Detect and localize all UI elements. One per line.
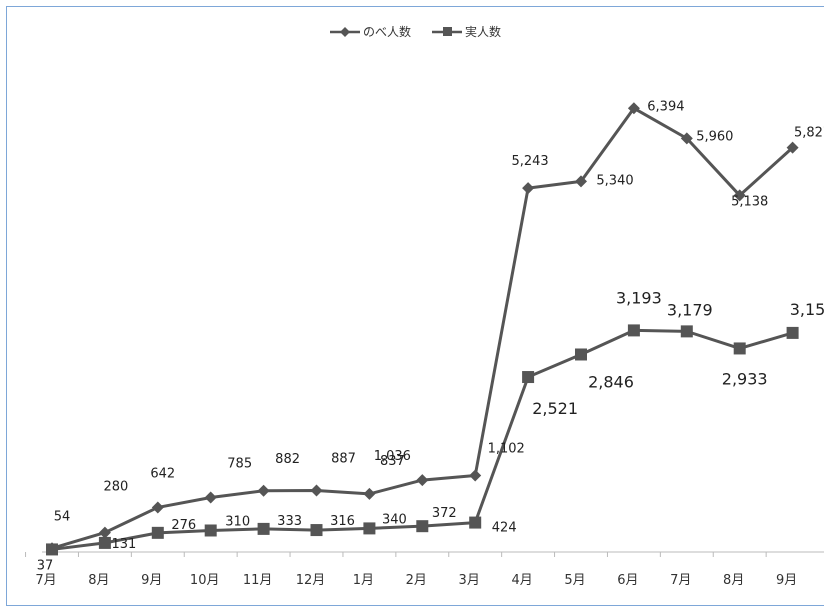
data-point-diamond bbox=[627, 102, 640, 115]
data-point-diamond bbox=[469, 469, 482, 482]
data-point-diamond bbox=[522, 182, 535, 195]
data-point-diamond bbox=[257, 484, 270, 497]
data-label: 3,179 bbox=[667, 300, 713, 319]
series-line-1 bbox=[51, 328, 794, 551]
data-point-square bbox=[46, 543, 58, 556]
data-label: 3,193 bbox=[616, 288, 662, 307]
data-point-square bbox=[363, 522, 376, 535]
data-label: 6,394 bbox=[647, 99, 684, 114]
data-label: 54 bbox=[54, 509, 71, 524]
x-tick-label: 11月 bbox=[243, 573, 273, 588]
x-axis: 7月 8月 9月 10月 11月 12月 1月 2月 3月 4月 5月 6月 7月 8月 9月 bbox=[25, 551, 824, 588]
series-layer bbox=[46, 102, 799, 556]
x-tick-label: 12月 bbox=[296, 573, 326, 588]
data-label: 2,521 bbox=[532, 399, 578, 418]
data-label: 5,827 bbox=[794, 126, 824, 141]
data-point-diamond bbox=[310, 484, 323, 497]
data-point-square bbox=[786, 326, 799, 339]
data-point-square bbox=[733, 342, 746, 355]
data-point-diamond bbox=[786, 141, 799, 154]
x-tick-label: 3月 bbox=[459, 573, 480, 588]
data-point-square bbox=[575, 348, 587, 361]
data-point-square bbox=[627, 324, 640, 337]
data-point-square bbox=[416, 520, 429, 533]
legend: のべ人数 実人数 bbox=[330, 24, 501, 39]
data-label: 642 bbox=[150, 466, 175, 481]
x-tick-label: 2月 bbox=[406, 573, 427, 588]
data-label: 887 bbox=[331, 451, 356, 466]
data-point-diamond bbox=[416, 474, 429, 487]
legend-label: のべ人数 bbox=[363, 24, 411, 39]
data-label: 316 bbox=[330, 514, 355, 529]
legend-marker-square bbox=[443, 27, 452, 36]
data-point-diamond bbox=[363, 487, 376, 500]
legend-marker-diamond bbox=[340, 27, 350, 37]
data-point-square bbox=[469, 516, 482, 529]
data-label: 785 bbox=[227, 457, 252, 472]
data-label: 340 bbox=[382, 512, 407, 527]
x-tick-label: 7月 bbox=[35, 573, 56, 588]
data-label: 37 bbox=[37, 558, 54, 573]
data-point-diamond bbox=[98, 526, 111, 539]
data-label: 372 bbox=[432, 506, 457, 521]
data-point-square bbox=[310, 524, 323, 537]
x-tick-label: 9月 bbox=[776, 573, 797, 588]
x-tick-label: 5月 bbox=[564, 573, 585, 588]
data-label: 882 bbox=[275, 452, 300, 467]
data-point-diamond bbox=[575, 175, 587, 188]
x-tick-label: 7月 bbox=[670, 573, 691, 588]
data-label: 276 bbox=[171, 518, 196, 533]
legend-label: 実人数 bbox=[465, 24, 501, 39]
data-label: 2,846 bbox=[588, 372, 634, 391]
data-label: 5,138 bbox=[731, 194, 768, 209]
data-point-square bbox=[257, 522, 270, 535]
data-label: 5,960 bbox=[696, 129, 733, 144]
data-point-square bbox=[151, 526, 164, 539]
data-label: 424 bbox=[492, 521, 517, 536]
data-point-diamond bbox=[733, 189, 746, 202]
data-label: 310 bbox=[225, 514, 250, 529]
data-point-square bbox=[98, 536, 111, 549]
data-label: 280 bbox=[103, 480, 128, 495]
data-point-diamond bbox=[204, 491, 217, 504]
data-label: 837 bbox=[380, 454, 405, 469]
data-point-square bbox=[522, 371, 535, 384]
data-label: 1,102 bbox=[488, 442, 525, 457]
data-label: 3,157 bbox=[790, 300, 824, 319]
data-label: 1,036 bbox=[374, 449, 411, 464]
data-point-diamond bbox=[151, 501, 164, 514]
data-label: 5,340 bbox=[596, 173, 633, 188]
x-tick-label: 10月 bbox=[190, 573, 220, 588]
data-label: 2,933 bbox=[722, 369, 768, 388]
data-point-square bbox=[204, 524, 217, 537]
x-tick-label: 4月 bbox=[511, 573, 532, 588]
data-label: 131 bbox=[111, 537, 136, 552]
data-point-square bbox=[680, 325, 693, 338]
x-tick-label: 1月 bbox=[353, 573, 374, 588]
x-tick-label: 9月 bbox=[141, 573, 162, 588]
data-point-diamond bbox=[680, 132, 693, 145]
x-tick-label: 8月 bbox=[88, 573, 109, 588]
x-tick-label: 6月 bbox=[617, 573, 638, 588]
x-tick-label: 8月 bbox=[723, 573, 744, 588]
data-label: 5,243 bbox=[511, 154, 548, 169]
data-label: 333 bbox=[277, 514, 302, 529]
